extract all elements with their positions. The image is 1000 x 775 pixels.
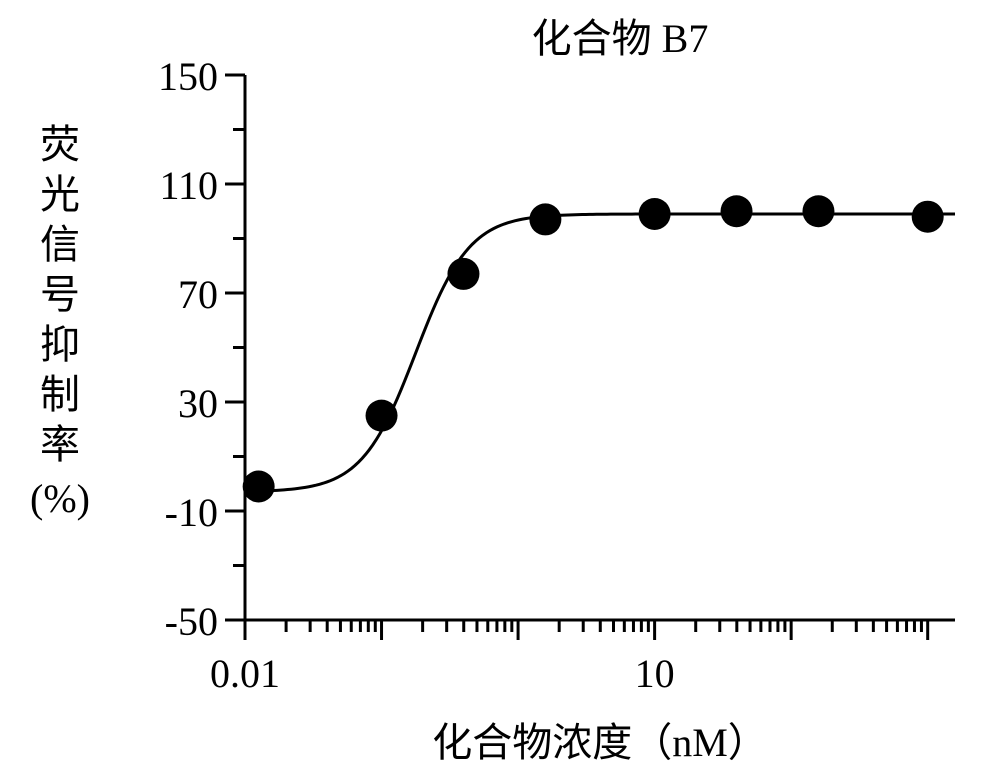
data-point bbox=[529, 203, 561, 235]
data-point bbox=[243, 470, 275, 502]
data-point bbox=[639, 198, 671, 230]
chart-container: 化合物 B7 荧光信号抑制率(%) 1501107030-10-50 0.011… bbox=[0, 0, 1000, 775]
data-point bbox=[447, 258, 479, 290]
data-point bbox=[721, 195, 753, 227]
curve bbox=[245, 214, 955, 491]
data-point bbox=[802, 195, 834, 227]
data-point bbox=[912, 201, 944, 233]
plot-svg bbox=[0, 0, 1000, 775]
data-point bbox=[366, 400, 398, 432]
